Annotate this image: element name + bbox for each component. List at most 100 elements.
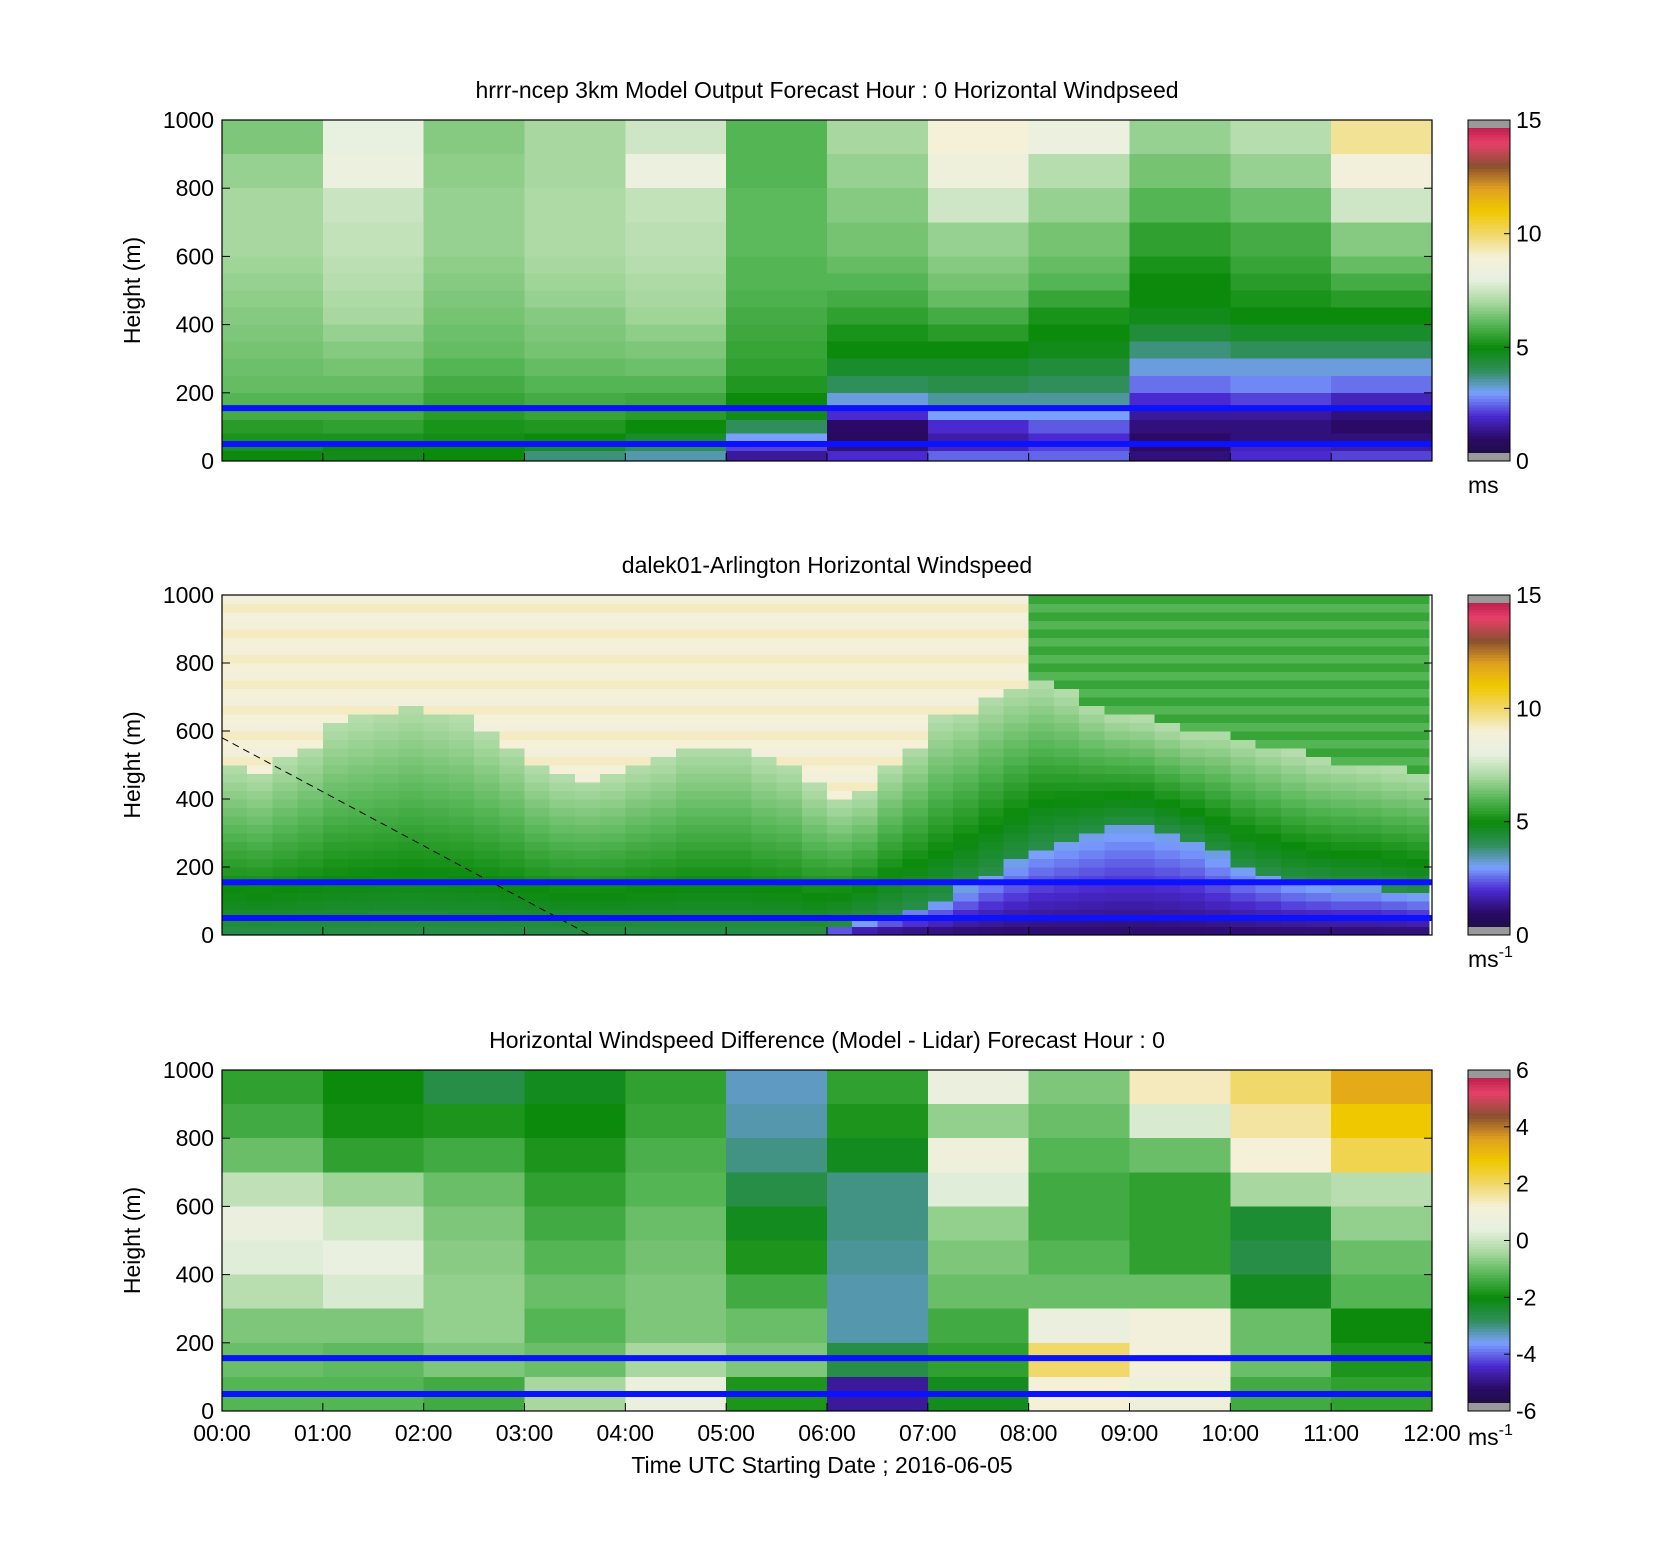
heatmap-cell-22-36: [776, 620, 803, 630]
heatmap-cell-41-17: [1255, 782, 1282, 791]
heatmap-cell-8-15: [423, 799, 450, 808]
heatmap-cell-5-27: [348, 697, 374, 706]
heatmap-cell-9-20: [448, 756, 475, 766]
heatmap-cell-1-4: [247, 892, 273, 902]
heatmap-cell-12-18: [524, 773, 551, 783]
heatmap-cell-14-4: [574, 892, 601, 902]
heatmap-cell-40-28: [1230, 688, 1257, 698]
heatmap-cell-26-17: [877, 782, 904, 791]
heatmap-cell-1-8: [322, 341, 424, 359]
heatmap-cell-21-15: [751, 799, 778, 808]
heatmap-cell-33-24: [1053, 722, 1080, 732]
heatmap-cell-7-3: [398, 901, 425, 910]
heatmap-cell-17-33: [650, 646, 677, 655]
heatmap-cell-36-1: [1129, 918, 1156, 927]
heatmap-cell-35-9: [1104, 850, 1130, 859]
heatmap-cell-0-29: [222, 680, 248, 689]
heatmap-cell-10-5: [474, 884, 500, 893]
heatmap-cell-39-33: [1205, 646, 1231, 655]
heatmap-cell-26-18: [877, 773, 904, 783]
colorbar-segment: [1468, 855, 1510, 860]
colorbar-segment: [1468, 171, 1510, 175]
heatmap-cell-1-17: [247, 782, 273, 791]
colorbar-segment: [1468, 1268, 1510, 1273]
colorbar-segment: [1468, 1382, 1510, 1387]
heatmap-cell-3-9: [524, 324, 626, 342]
heatmap-cell-15-1: [600, 918, 626, 927]
heatmap-cell-5-20: [348, 756, 374, 766]
heatmap-cell-14-31: [574, 663, 601, 672]
heatmap-cell-2-17: [423, 120, 525, 155]
heatmap-cell-36-22: [1129, 739, 1156, 749]
heatmap-cell-26-26: [877, 705, 904, 715]
heatmap-cell-15-31: [600, 663, 626, 672]
heatmap-cell-23-19: [801, 765, 828, 774]
heatmap-cell-3-15: [297, 799, 324, 808]
heatmap-cell-17-32: [650, 654, 677, 664]
heatmap-cell-0-17: [222, 120, 323, 155]
heatmap-cell-34-24: [1079, 722, 1105, 732]
heatmap-cell-3-10: [297, 841, 324, 851]
heatmap-cell-18-5: [675, 884, 702, 893]
heatmap-cell-9-7: [1129, 358, 1231, 376]
heatmap-cell-11-18: [499, 773, 525, 783]
heatmap-cell-8-34: [423, 637, 450, 647]
heatmap-cell-43-12: [1305, 824, 1332, 834]
heatmap-cell-43-9: [1305, 850, 1332, 859]
heatmap-cell-7-2: [927, 1308, 1029, 1343]
heatmap-cell-43-27: [1305, 697, 1332, 706]
heatmap-cell-20-34: [726, 637, 752, 647]
heatmap-cell-27-35: [902, 629, 929, 638]
heatmap-cell-24-0: [827, 926, 853, 935]
heatmap-cell-30-19: [978, 765, 1004, 774]
heatmap-cell-7-16: [398, 790, 425, 800]
heatmap-cell-33-26: [1053, 705, 1080, 715]
heatmap-cell-10-15: [1230, 188, 1332, 223]
heatmap-cell-4-39: [322, 595, 349, 604]
heatmap-cell-19-9: [700, 850, 727, 859]
heatmap-cell-5-32: [348, 654, 374, 664]
heatmap-cell-44-11: [1331, 833, 1357, 842]
heatmap-cell-41-28: [1255, 688, 1282, 698]
heatmap-cell-1-8: [322, 1104, 424, 1139]
colorbar-segment: [1468, 1243, 1510, 1247]
heatmap-cell-46-13: [1381, 816, 1408, 825]
heatmap-cell-18-22: [675, 739, 702, 749]
heatmap-cell-13-29: [549, 680, 576, 689]
heatmap-cell-26-31: [877, 663, 904, 672]
heatmap-cell-47-33: [1406, 646, 1430, 655]
heatmap-cell-6-3: [827, 420, 928, 434]
colorbar-segment: [1468, 912, 1510, 916]
heatmap-cell-26-22: [877, 739, 904, 749]
heatmap-cell-17-31: [650, 663, 677, 672]
heatmap-cell-46-19: [1381, 765, 1408, 774]
heatmap-cell-2-2: [423, 1308, 525, 1343]
heatmap-cell-32-20: [1028, 756, 1055, 766]
heatmap-cell-20-31: [726, 663, 752, 672]
colorbar-segment: [1468, 441, 1510, 445]
heatmap-cell-8-23: [423, 731, 450, 740]
heatmap-cell-24-35: [827, 629, 853, 638]
heatmap-cell-11-14: [1331, 222, 1432, 257]
heatmap-cell-1-34: [247, 637, 273, 647]
heatmap-cell-2-38: [272, 603, 299, 613]
heatmap-cell-2-31: [272, 663, 299, 672]
heatmap-cell-0-39: [222, 595, 248, 604]
heatmap-cell-45-14: [1356, 807, 1383, 817]
heatmap-cell-10-2: [474, 909, 500, 919]
heatmap-cell-10-9: [1230, 324, 1332, 342]
colorbar-segment: [1468, 316, 1510, 320]
heatmap-cell-44-36: [1331, 620, 1357, 630]
heatmap-cell-6-9: [827, 1070, 928, 1105]
colorbar-segment: [1468, 279, 1510, 283]
heatmap-cell-32-32: [1028, 654, 1055, 664]
colorbar-segment: [1468, 1345, 1510, 1350]
heatmap-cell-5-34: [348, 637, 374, 647]
heatmap-cell-22-28: [776, 688, 803, 698]
heatmap-cell-29-21: [953, 748, 979, 757]
heatmap-cell-1-6: [322, 375, 424, 393]
heatmap-cell-21-1: [751, 918, 778, 927]
colorbar-segment: [1468, 801, 1510, 806]
heatmap-cell-5-4: [726, 1240, 827, 1275]
heatmap-cell-0-4: [222, 892, 248, 902]
